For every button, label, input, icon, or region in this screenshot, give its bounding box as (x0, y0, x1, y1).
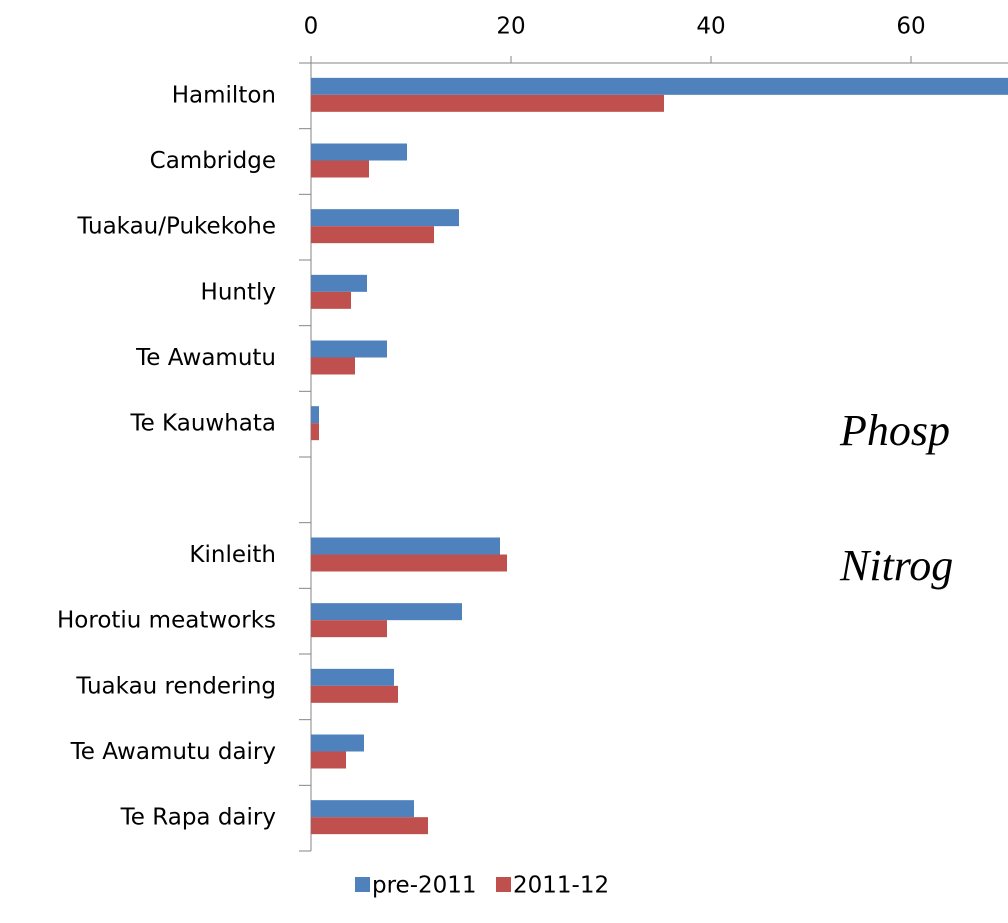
bar (311, 423, 319, 441)
y-tick-label: Huntly (201, 279, 276, 305)
bar (311, 817, 428, 835)
bar (311, 143, 407, 161)
x-tick-label: 0 (304, 14, 319, 40)
bar (311, 751, 346, 769)
bar (311, 291, 351, 309)
legend-swatch (496, 877, 511, 892)
bar (311, 94, 664, 112)
bar (311, 274, 367, 292)
y-tick-label: Horotiu meatworks (57, 608, 276, 634)
y-tick-label: Tuakau rendering (75, 673, 276, 699)
annotation: Nitrog (839, 541, 953, 590)
bar (311, 800, 414, 818)
bar (311, 406, 319, 424)
legend-label: 2011-12 (513, 873, 609, 899)
x-tick-label: 40 (696, 14, 725, 40)
bar (311, 537, 500, 555)
bar (311, 160, 369, 178)
y-tick-label: Te Awamutu dairy (70, 739, 276, 765)
legend-label: pre-2011 (372, 873, 477, 899)
bar (311, 620, 387, 638)
bar (311, 734, 364, 752)
x-tick-label: 60 (896, 14, 925, 40)
y-tick-label: Hamilton (172, 82, 276, 108)
y-tick-label: Te Awamutu (135, 345, 276, 371)
annotation: Phosp (839, 406, 950, 455)
y-tick-label: Te Kauwhata (129, 411, 276, 437)
bar (311, 685, 398, 703)
y-tick-label: Cambridge (150, 148, 276, 174)
bar (311, 668, 394, 686)
bar (311, 340, 387, 358)
bar (311, 603, 462, 621)
legend-swatch (355, 877, 370, 892)
bar (311, 357, 355, 375)
bar (311, 209, 459, 227)
y-tick-label: Kinleith (189, 542, 276, 568)
bar (311, 554, 507, 572)
bar (311, 226, 434, 244)
y-tick-label: Te Rapa dairy (120, 805, 276, 831)
y-tick-label: Tuakau/Pukekohe (76, 214, 276, 240)
x-tick-label: 20 (496, 14, 525, 40)
bar (311, 77, 1008, 95)
